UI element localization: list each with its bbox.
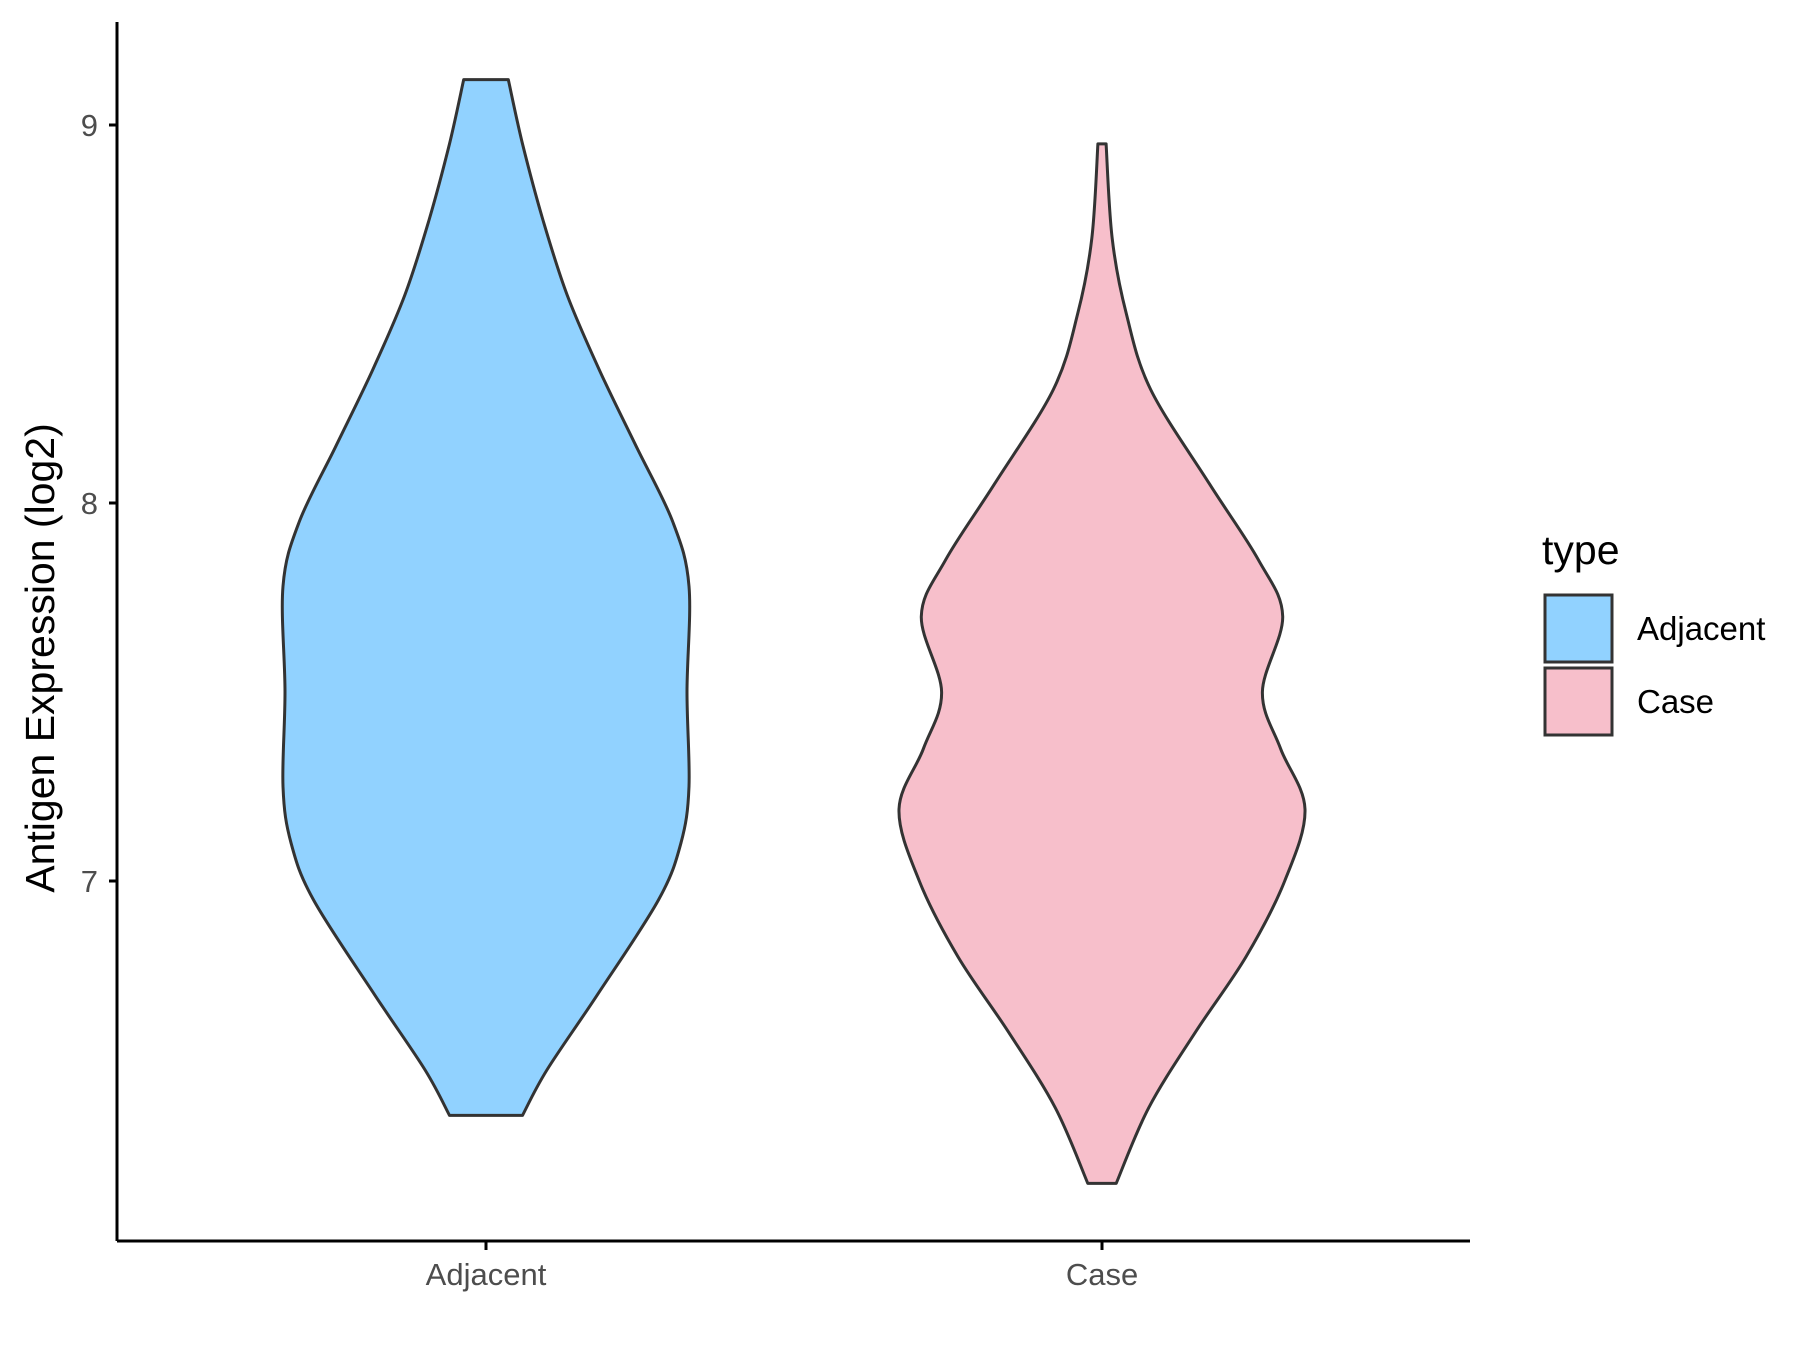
y-tick-label: 8 bbox=[81, 486, 98, 521]
legend-swatch-case bbox=[1543, 666, 1614, 737]
legend: type Adjacent Case bbox=[1542, 527, 1765, 737]
legend-swatch-adjacent bbox=[1543, 593, 1614, 664]
violin-adjacent bbox=[280, 78, 692, 1117]
y-tick-label: 9 bbox=[81, 108, 98, 143]
y-axis-title: Antigen Expression (log2) bbox=[17, 423, 63, 892]
y-tick-label: 7 bbox=[81, 864, 98, 899]
y-axis-ticks: 7 8 9 bbox=[81, 108, 117, 899]
x-tick-label: Case bbox=[1066, 1257, 1138, 1292]
x-tick-label: Adjacent bbox=[426, 1257, 547, 1292]
legend-title: type bbox=[1542, 527, 1620, 573]
violin-case bbox=[897, 142, 1307, 1185]
legend-label-case: Case bbox=[1637, 683, 1714, 720]
violin-layer bbox=[280, 78, 1307, 1185]
legend-label-adjacent: Adjacent bbox=[1637, 610, 1765, 647]
x-axis-ticks: Adjacent Case bbox=[426, 1241, 1138, 1292]
